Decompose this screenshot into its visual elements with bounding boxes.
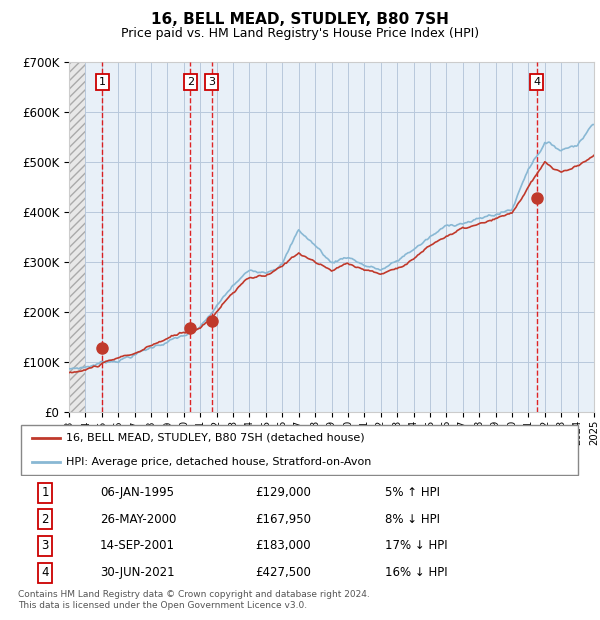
- Text: 14-SEP-2001: 14-SEP-2001: [100, 539, 175, 552]
- Text: 2: 2: [41, 513, 49, 526]
- Text: £427,500: £427,500: [255, 566, 311, 579]
- Text: 17% ↓ HPI: 17% ↓ HPI: [385, 539, 447, 552]
- Text: HPI: Average price, detached house, Stratford-on-Avon: HPI: Average price, detached house, Stra…: [66, 457, 371, 467]
- Text: Price paid vs. HM Land Registry's House Price Index (HPI): Price paid vs. HM Land Registry's House …: [121, 27, 479, 40]
- Text: 1: 1: [41, 486, 49, 499]
- Text: 4: 4: [533, 77, 540, 87]
- Bar: [69, 62, 85, 412]
- Text: 2: 2: [187, 77, 194, 87]
- Text: 26-MAY-2000: 26-MAY-2000: [100, 513, 176, 526]
- Text: 5% ↑ HPI: 5% ↑ HPI: [385, 486, 440, 499]
- Text: 1: 1: [98, 77, 106, 87]
- Text: 16, BELL MEAD, STUDLEY, B80 7SH (detached house): 16, BELL MEAD, STUDLEY, B80 7SH (detache…: [66, 433, 365, 443]
- Text: £183,000: £183,000: [255, 539, 311, 552]
- Text: 16, BELL MEAD, STUDLEY, B80 7SH: 16, BELL MEAD, STUDLEY, B80 7SH: [151, 12, 449, 27]
- Text: 4: 4: [41, 566, 49, 579]
- Text: 8% ↓ HPI: 8% ↓ HPI: [385, 513, 440, 526]
- Text: 06-JAN-1995: 06-JAN-1995: [100, 486, 174, 499]
- Text: £129,000: £129,000: [255, 486, 311, 499]
- Text: £167,950: £167,950: [255, 513, 311, 526]
- Text: Contains HM Land Registry data © Crown copyright and database right 2024.
This d: Contains HM Land Registry data © Crown c…: [18, 590, 370, 609]
- Text: 30-JUN-2021: 30-JUN-2021: [100, 566, 175, 579]
- Text: 3: 3: [208, 77, 215, 87]
- Text: 3: 3: [41, 539, 49, 552]
- Text: 16% ↓ HPI: 16% ↓ HPI: [385, 566, 447, 579]
- FancyBboxPatch shape: [21, 425, 578, 475]
